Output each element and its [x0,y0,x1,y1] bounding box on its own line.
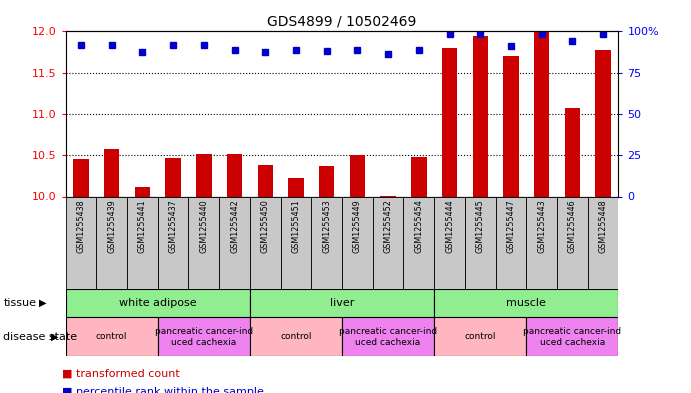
Bar [473,36,488,197]
Title: GDS4899 / 10502469: GDS4899 / 10502469 [267,15,417,29]
FancyBboxPatch shape [495,196,527,289]
Text: GSM1255452: GSM1255452 [384,199,392,253]
FancyBboxPatch shape [127,196,158,289]
FancyBboxPatch shape [527,196,557,289]
Text: GSM1255448: GSM1255448 [598,199,607,253]
Text: pancreatic cancer-ind
uced cachexia: pancreatic cancer-ind uced cachexia [523,327,621,347]
FancyBboxPatch shape [588,196,618,289]
Text: GSM1255449: GSM1255449 [353,199,362,253]
Bar [350,155,365,196]
FancyBboxPatch shape [434,196,465,289]
Text: control: control [464,332,496,341]
Text: GSM1255450: GSM1255450 [261,199,269,253]
FancyBboxPatch shape [434,317,527,356]
FancyBboxPatch shape [96,196,127,289]
FancyBboxPatch shape [557,196,588,289]
Text: GSM1255439: GSM1255439 [107,199,116,253]
Text: GSM1255453: GSM1255453 [322,199,331,253]
Text: GSM1255447: GSM1255447 [507,199,515,253]
FancyBboxPatch shape [465,196,495,289]
Text: ■ transformed count: ■ transformed count [62,369,180,379]
Bar [534,31,549,196]
Text: pancreatic cancer-ind
uced cachexia: pancreatic cancer-ind uced cachexia [155,327,253,347]
FancyBboxPatch shape [66,317,158,356]
FancyBboxPatch shape [250,289,434,317]
Text: GSM1255444: GSM1255444 [445,199,454,253]
Text: ■ percentile rank within the sample: ■ percentile rank within the sample [62,387,264,393]
Text: GSM1255438: GSM1255438 [77,199,86,253]
Bar [135,187,150,196]
Text: disease state: disease state [3,332,77,342]
FancyBboxPatch shape [66,196,96,289]
FancyBboxPatch shape [312,196,342,289]
FancyBboxPatch shape [434,289,618,317]
FancyBboxPatch shape [219,196,250,289]
Text: ▶: ▶ [39,298,46,308]
Text: muscle: muscle [507,298,547,308]
Bar [258,165,273,196]
FancyBboxPatch shape [66,289,250,317]
Bar [288,178,303,196]
FancyBboxPatch shape [404,196,434,289]
Text: tissue: tissue [3,298,37,308]
FancyBboxPatch shape [250,317,342,356]
Text: control: control [96,332,127,341]
Text: liver: liver [330,298,354,308]
Text: ▶: ▶ [51,332,59,342]
Bar [596,50,611,196]
FancyBboxPatch shape [158,317,250,356]
Text: GSM1255441: GSM1255441 [138,199,147,253]
Bar [565,108,580,196]
Bar [196,154,211,196]
FancyBboxPatch shape [342,196,372,289]
FancyBboxPatch shape [372,196,404,289]
Text: GSM1255437: GSM1255437 [169,199,178,253]
FancyBboxPatch shape [342,317,434,356]
Text: GSM1255454: GSM1255454 [415,199,424,253]
Text: GSM1255440: GSM1255440 [199,199,209,253]
Text: white adipose: white adipose [119,298,197,308]
Bar [411,157,426,196]
Bar [227,154,243,196]
FancyBboxPatch shape [527,317,618,356]
Bar [442,48,457,196]
Bar [165,158,181,196]
Text: pancreatic cancer-ind
uced cachexia: pancreatic cancer-ind uced cachexia [339,327,437,347]
FancyBboxPatch shape [250,196,281,289]
Text: GSM1255446: GSM1255446 [568,199,577,253]
Bar [73,160,88,196]
Bar [104,149,120,196]
Text: GSM1255445: GSM1255445 [475,199,485,253]
FancyBboxPatch shape [281,196,312,289]
Bar [319,166,334,196]
Bar [503,56,519,196]
Text: GSM1255442: GSM1255442 [230,199,239,253]
Text: GSM1255451: GSM1255451 [292,199,301,253]
FancyBboxPatch shape [158,196,189,289]
Text: GSM1255443: GSM1255443 [537,199,546,253]
Text: control: control [281,332,312,341]
FancyBboxPatch shape [189,196,219,289]
